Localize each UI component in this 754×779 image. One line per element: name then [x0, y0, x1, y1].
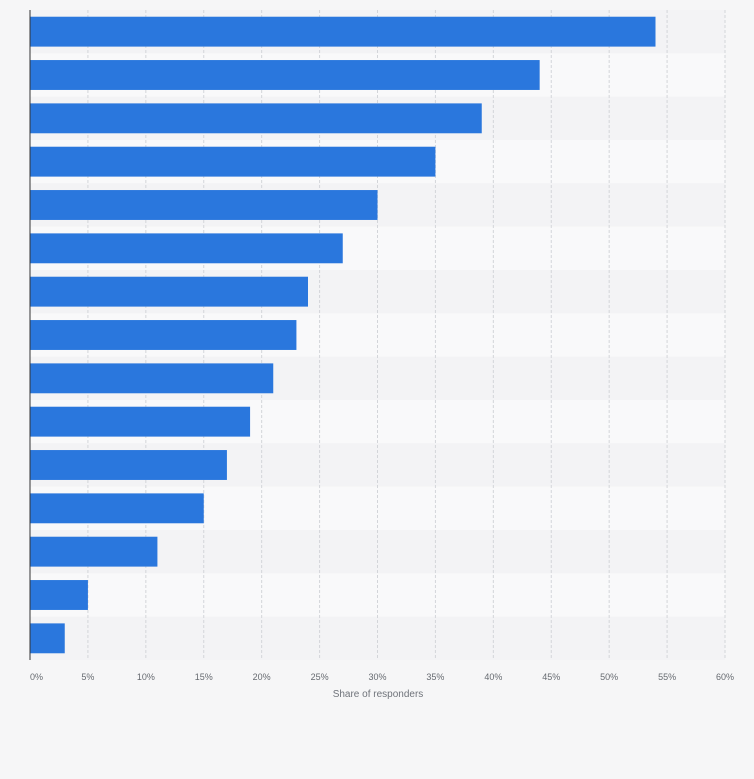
- bar[interactable]: [30, 536, 158, 567]
- x-tick-label: 45%: [542, 672, 560, 682]
- x-tick-label: 10%: [137, 672, 155, 682]
- bar[interactable]: [30, 623, 65, 654]
- bar[interactable]: [30, 190, 378, 220]
- bar[interactable]: [30, 493, 204, 524]
- bar[interactable]: [30, 103, 482, 134]
- x-tick-label: 50%: [600, 672, 618, 682]
- bar[interactable]: [30, 276, 308, 307]
- bar[interactable]: [30, 60, 540, 90]
- x-tick-label: 0%: [30, 672, 43, 682]
- x-tick-label: 35%: [426, 672, 444, 682]
- bars: [30, 16, 656, 654]
- row-band: [30, 616, 725, 660]
- x-axis-title: Share of responders: [333, 689, 424, 700]
- bar[interactable]: [30, 146, 436, 177]
- bar[interactable]: [30, 406, 251, 437]
- x-tick-label: 55%: [658, 672, 676, 682]
- x-tick-label: 5%: [81, 672, 94, 682]
- x-tick-label: 60%: [716, 672, 734, 682]
- x-tick-label: 30%: [368, 672, 386, 682]
- x-tick-label: 40%: [484, 672, 502, 682]
- bar[interactable]: [30, 580, 88, 610]
- x-tick-label: 20%: [253, 672, 271, 682]
- bar[interactable]: [30, 233, 343, 264]
- bar[interactable]: [30, 16, 656, 47]
- x-tick-label: 25%: [311, 672, 329, 682]
- bar[interactable]: [30, 450, 227, 480]
- x-tick-labels: 0% 5% 10% 15% 20% 25% 30% 35% 40% 45% 50% 55% 60%: [30, 672, 734, 682]
- bar[interactable]: [30, 363, 274, 394]
- x-tick-label: 15%: [195, 672, 213, 682]
- bar[interactable]: [30, 320, 297, 350]
